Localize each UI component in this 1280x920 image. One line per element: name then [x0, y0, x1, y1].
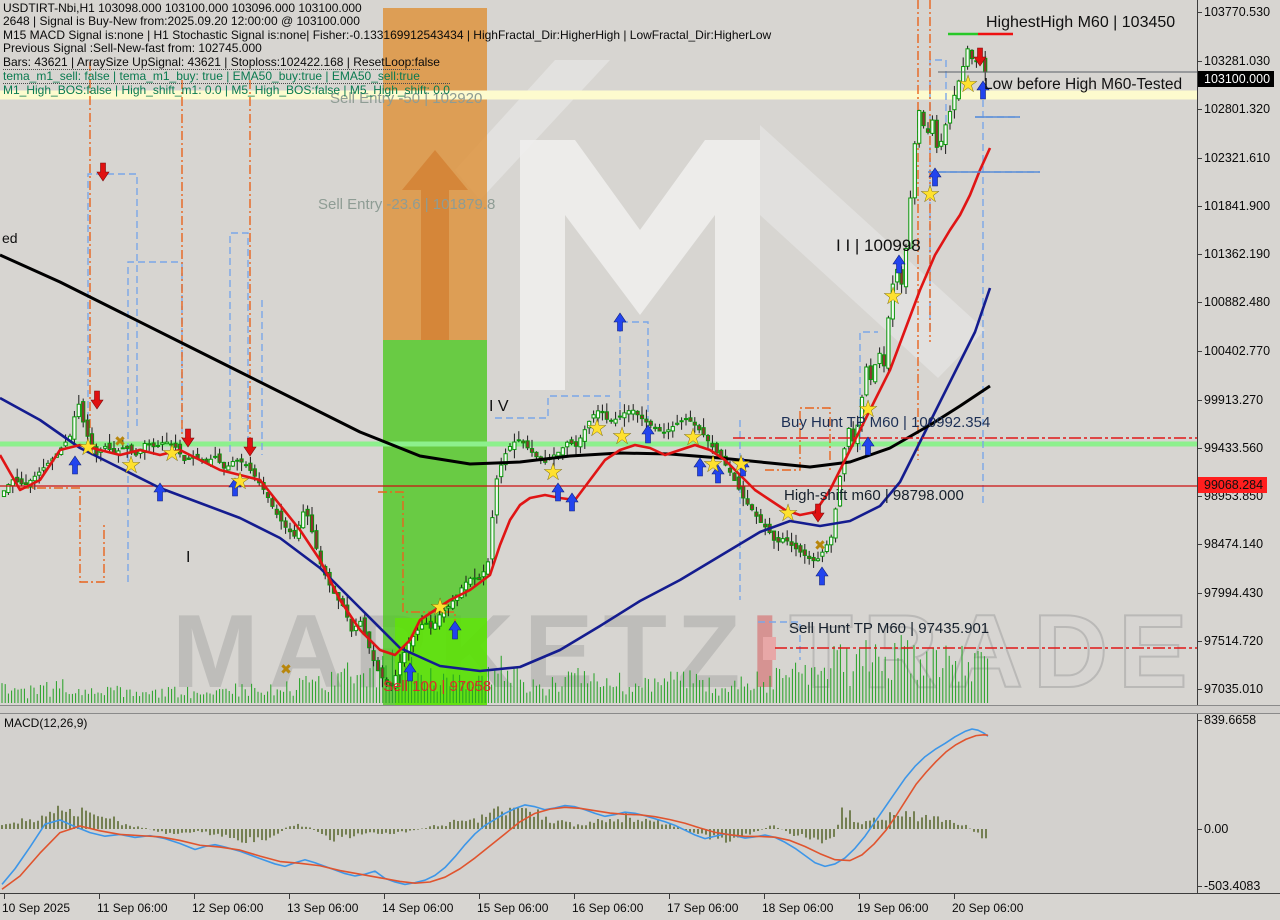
price-tick-label: 100882.480: [1196, 295, 1271, 310]
star-marker: ★: [163, 442, 182, 465]
star-marker: ★: [732, 453, 751, 476]
price-tick-label: 100402.770: [1196, 343, 1271, 358]
pink-block: [763, 637, 776, 660]
star-marker: ★: [779, 502, 798, 525]
alert-price-tag: 99068.284: [1198, 476, 1268, 493]
info-line-2: 2648 | Signal is Buy-New from:2025.09.20…: [3, 14, 360, 29]
demand-zone-bright: [395, 618, 487, 705]
info-line-4: Previous Signal :Sell-New-fast from: 102…: [3, 41, 262, 56]
price-tick-label: 99913.270: [1196, 392, 1264, 407]
cross-marker: ✖: [280, 661, 292, 677]
time-axis[interactable]: 10 Sep 2025 11 Sep 06:00 12 Sep 06:00 13 Se…: [0, 893, 1280, 920]
star-marker: ★: [921, 183, 940, 206]
price-tick-label: 97514.720: [1196, 633, 1264, 648]
cross-marker: ✖: [814, 537, 826, 553]
time-tick-label: 11 Sep 06:00: [97, 894, 168, 915]
star-marker: ★: [704, 453, 723, 476]
price-axis[interactable]: 103770.530 103281.030 102801.320 102321.610…: [1196, 0, 1280, 893]
macd-indicator-label: MACD(12,26,9): [4, 716, 88, 730]
star-marker: ★: [613, 425, 632, 448]
cross-marker: ✖: [114, 433, 126, 449]
current-price-tag: 103100.000: [1198, 71, 1275, 88]
macd-panel-background: [0, 712, 1197, 893]
time-tick-label: 17 Sep 06:00: [667, 894, 739, 915]
price-tick-label: 102801.320: [1196, 102, 1271, 117]
price-tick-label: 101362.190: [1196, 247, 1271, 262]
macd-axis-label: -503.4083: [1196, 879, 1261, 893]
star-marker: ★: [79, 436, 98, 459]
main-chart-canvas[interactable]: ★★★★★★★ ★ ★★ ★★★★★★✖✖✖: [0, 0, 1197, 705]
price-tick-label: 97035.010: [1196, 682, 1264, 696]
star-marker: ★: [959, 73, 978, 96]
star-marker: ★: [544, 461, 563, 484]
price-tick-label: 103281.030: [1196, 54, 1271, 69]
price-tick-label: 98474.140: [1196, 537, 1264, 552]
price-tick-label: 98953.850: [1196, 489, 1264, 504]
info-line-5: Bars: 43621 | ArraySize UpSignal: 43621 …: [3, 54, 440, 69]
time-tick-label: 19 Sep 06:00: [857, 894, 929, 915]
time-tick-label: 20 Sep 06:00: [952, 894, 1024, 915]
expert-info-panel: USDTIRT-Nbi,H1 103098.000 103100.000 103…: [3, 1, 772, 98]
price-tick-label: 103770.530: [1196, 5, 1271, 19]
time-tick-label: 14 Sep 06:00: [382, 894, 454, 915]
price-tick-label: 99433.560: [1196, 440, 1264, 455]
info-line-7: M1_High_BOS:false | High_shift_m1: 0.0 |…: [3, 83, 450, 98]
star-marker: ★: [231, 470, 250, 493]
info-line-1: USDTIRT-Nbi,H1 103098.000 103100.000 103…: [3, 1, 362, 15]
star-marker: ★: [859, 398, 878, 421]
star-marker: ★: [431, 596, 450, 619]
macd-axis-label: 839.6658: [1196, 713, 1257, 727]
star-marker: ★: [588, 417, 607, 440]
watermark-trade: TRADE: [788, 594, 1198, 710]
time-tick-label: 16 Sep 06:00: [572, 894, 644, 915]
price-tick-label: 97994.430: [1196, 585, 1264, 600]
macd-indicator-canvas[interactable]: [0, 712, 1197, 893]
info-line-6: tema_m1_sell: false | tema_m1_buy: true …: [3, 69, 420, 84]
time-tick-label: 13 Sep 06:00: [287, 894, 359, 915]
star-marker: ★: [122, 454, 141, 477]
panel-splitter[interactable]: [0, 705, 1280, 714]
time-tick-label: 15 Sep 06:00: [477, 894, 549, 915]
macd-axis-label: 0.00: [1196, 822, 1229, 836]
info-line-3: M15 MACD Signal is:none | H1 Stochastic …: [3, 27, 772, 42]
time-tick-label: 10 Sep 2025: [2, 894, 71, 915]
time-tick-label: 18 Sep 06:00: [762, 894, 834, 915]
price-tick-label: 102321.610: [1196, 150, 1271, 165]
time-tick-label: 12 Sep 06:00: [192, 894, 264, 915]
star-marker: ★: [884, 285, 903, 308]
star-marker: ★: [684, 426, 703, 449]
price-tick-label: 101841.900: [1196, 198, 1271, 213]
